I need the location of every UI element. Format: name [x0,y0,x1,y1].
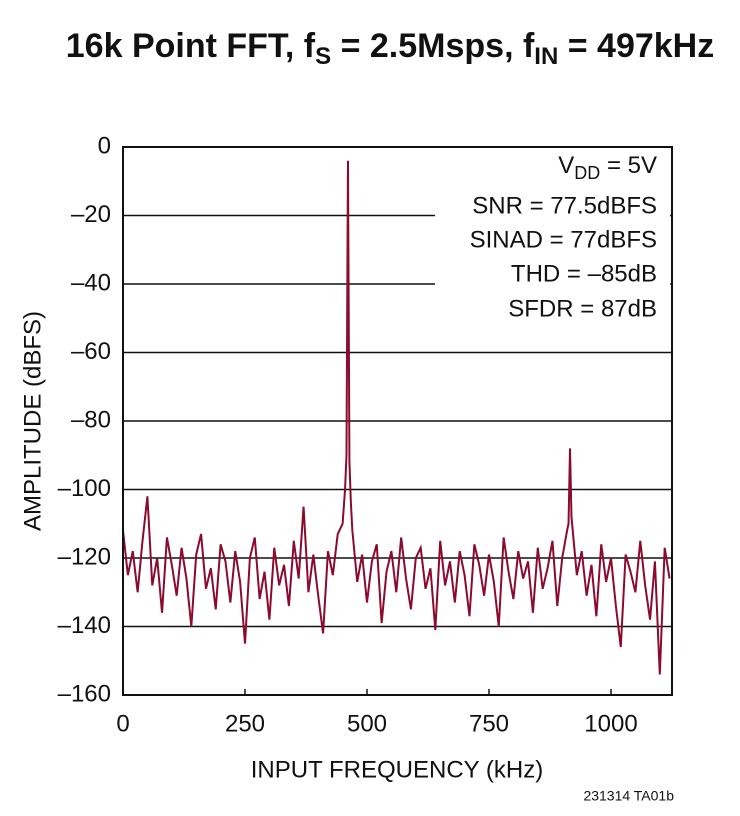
y-tick-label: –40 [71,269,111,296]
y-tick-label: –20 [71,201,111,228]
y-tick-label: –100 [58,475,111,502]
y-axis-label: AMPLITUDE (dBFS) [19,311,46,531]
x-tick-label: 0 [116,710,129,737]
x-tick-label: 750 [469,710,509,737]
annotation: SFDR = 87dB [508,295,657,322]
y-tick-label: –160 [58,680,111,707]
spectrum-line [122,160,671,675]
annotation: THD = –85dB [511,260,657,287]
annotation-sub: DD [574,163,600,183]
annotation-part: = 5V [600,152,657,179]
x-axis-label: INPUT FREQUENCY (kHz) [251,756,543,783]
title-sub: S [315,43,331,70]
y-tick-label: –80 [71,406,111,433]
y-tick-label: –140 [58,612,111,639]
annotation: VDD = 5V [558,152,657,182]
x-tick-label: 500 [347,710,387,737]
plot [122,160,671,675]
x-tick-label: 250 [225,710,265,737]
title-part: = 2.5Msps, f [331,27,535,65]
y-tick-label: 0 [98,132,111,159]
chart-title: 16k Point FFT, fS = 2.5Msps, fIN = 497kH… [66,27,714,70]
title-sub: IN [534,43,558,70]
x-tick-label: 1000 [584,710,637,737]
title-part: 16k Point FFT, f [66,27,316,65]
footnote: 231314 TA01b [583,788,674,804]
annotation: SNR = 77.5dBFS [472,192,657,219]
y-tick-label: –60 [71,338,111,365]
annotation: SINAD = 77dBFS [470,226,657,253]
annotation-part: V [558,152,574,179]
title-part: = 497kHz [558,27,714,65]
plot-frame [122,146,673,696]
annotation-box [435,151,670,329]
y-tick-label: –120 [58,543,111,570]
